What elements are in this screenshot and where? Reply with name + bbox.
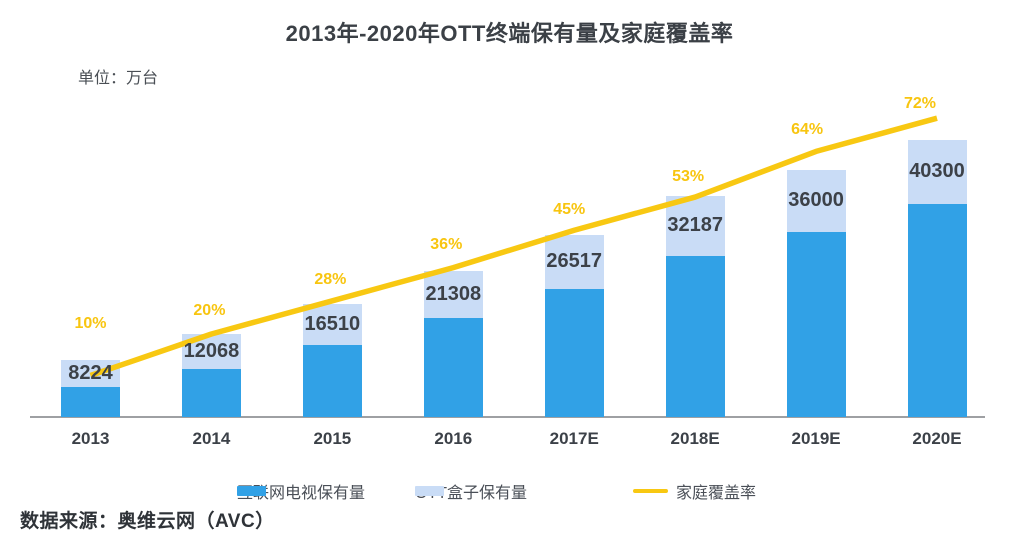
bar-value-label: 26517: [546, 250, 603, 273]
bar-group-2017E: 26517: [544, 234, 604, 417]
bar-segment-ott-box: 8224: [61, 360, 120, 387]
coverage-percent-label: 28%: [314, 270, 347, 288]
bar-value-label: 36000: [788, 189, 844, 212]
bar-segment-ott-box: 40300: [907, 140, 967, 204]
bar-group-2015: 16510: [302, 303, 362, 417]
unit-label: 单位：万台: [78, 70, 159, 87]
bar-segment-internet-tv: [423, 318, 483, 417]
x-axis-label: 2020E: [912, 429, 962, 448]
legend-item-ott-box: OTT盒子保有量: [415, 481, 527, 502]
coverage-percent-label: 20%: [193, 302, 226, 319]
bar-segment-ott-box: 32187: [665, 195, 725, 256]
x-axis-label: 2014: [192, 429, 231, 448]
coverage-percent-label: 45%: [553, 201, 586, 219]
bar-segment-internet-tv: [786, 232, 846, 417]
bar-segment-ott-box: 21308: [423, 270, 483, 318]
coverage-percent-label: 36%: [430, 235, 463, 253]
bar-segment-ott-box: 26517: [544, 234, 604, 290]
bar-value-label: 16510: [304, 312, 361, 335]
legend-line-swatch: [633, 489, 668, 493]
bar-value-label: 8224: [68, 362, 113, 385]
x-axis-label: 2019E: [791, 429, 841, 448]
bar-group-2013: 8224: [61, 360, 120, 417]
chart-title: 2013年-2020年OTT终端保有量及家庭覆盖率: [285, 21, 734, 46]
coverage-percent-label: 72%: [903, 95, 937, 113]
x-axis-label: 2017E: [549, 429, 599, 448]
legend-bar-swatch: [237, 486, 266, 496]
bar-segment-internet-tv: [61, 386, 120, 417]
bar-group-2020E: 40300: [907, 140, 967, 417]
bar-segment-ott-box: 16510: [302, 303, 362, 346]
x-axis-label: 2016: [434, 429, 473, 448]
x-axis-label: 2018E: [670, 429, 720, 448]
bar-value-label: 12068: [183, 339, 240, 362]
data-source-label: 数据来源：奥维云网（AVC）: [20, 511, 275, 532]
x-axis-line: [30, 416, 985, 418]
bar-segment-internet-tv: [181, 368, 241, 417]
legend-label: 互联网电视保有量: [237, 485, 366, 502]
coverage-percent-label: 10%: [74, 314, 107, 332]
bar-segment-internet-tv: [665, 255, 725, 417]
bar-segment-internet-tv: [907, 203, 967, 417]
bar-segment-ott-box: 12068: [181, 334, 241, 369]
bar-segment-ott-box: 36000: [786, 169, 846, 233]
bar-value-label: 21308: [425, 282, 482, 305]
bar-group-2018E: 32187: [665, 195, 725, 417]
coverage-percent-label: 64%: [791, 121, 824, 139]
bar-value-label: 40300: [909, 160, 965, 183]
bar-segment-internet-tv: [302, 345, 362, 417]
coverage-percent-label: 53%: [672, 168, 705, 186]
legend-item-coverage-rate: 家庭覆盖率: [633, 481, 757, 502]
bar-value-label: 32187: [667, 214, 723, 237]
legend-label: 家庭覆盖率: [676, 485, 757, 502]
legend-item-internet-tv: 互联网电视保有量: [237, 481, 366, 502]
chart-legend: 互联网电视保有量 OTT盒子保有量 家庭覆盖率: [0, 481, 1019, 503]
bar-group-2019E: 36000: [786, 169, 846, 417]
bar-group-2014: 12068: [181, 334, 241, 417]
legend-bar-swatch: [415, 486, 444, 496]
x-axis-label: 2015: [313, 429, 352, 448]
x-axis-label: 2013: [71, 429, 110, 448]
bar-segment-internet-tv: [544, 289, 604, 417]
bar-group-2016: 21308: [423, 270, 483, 417]
